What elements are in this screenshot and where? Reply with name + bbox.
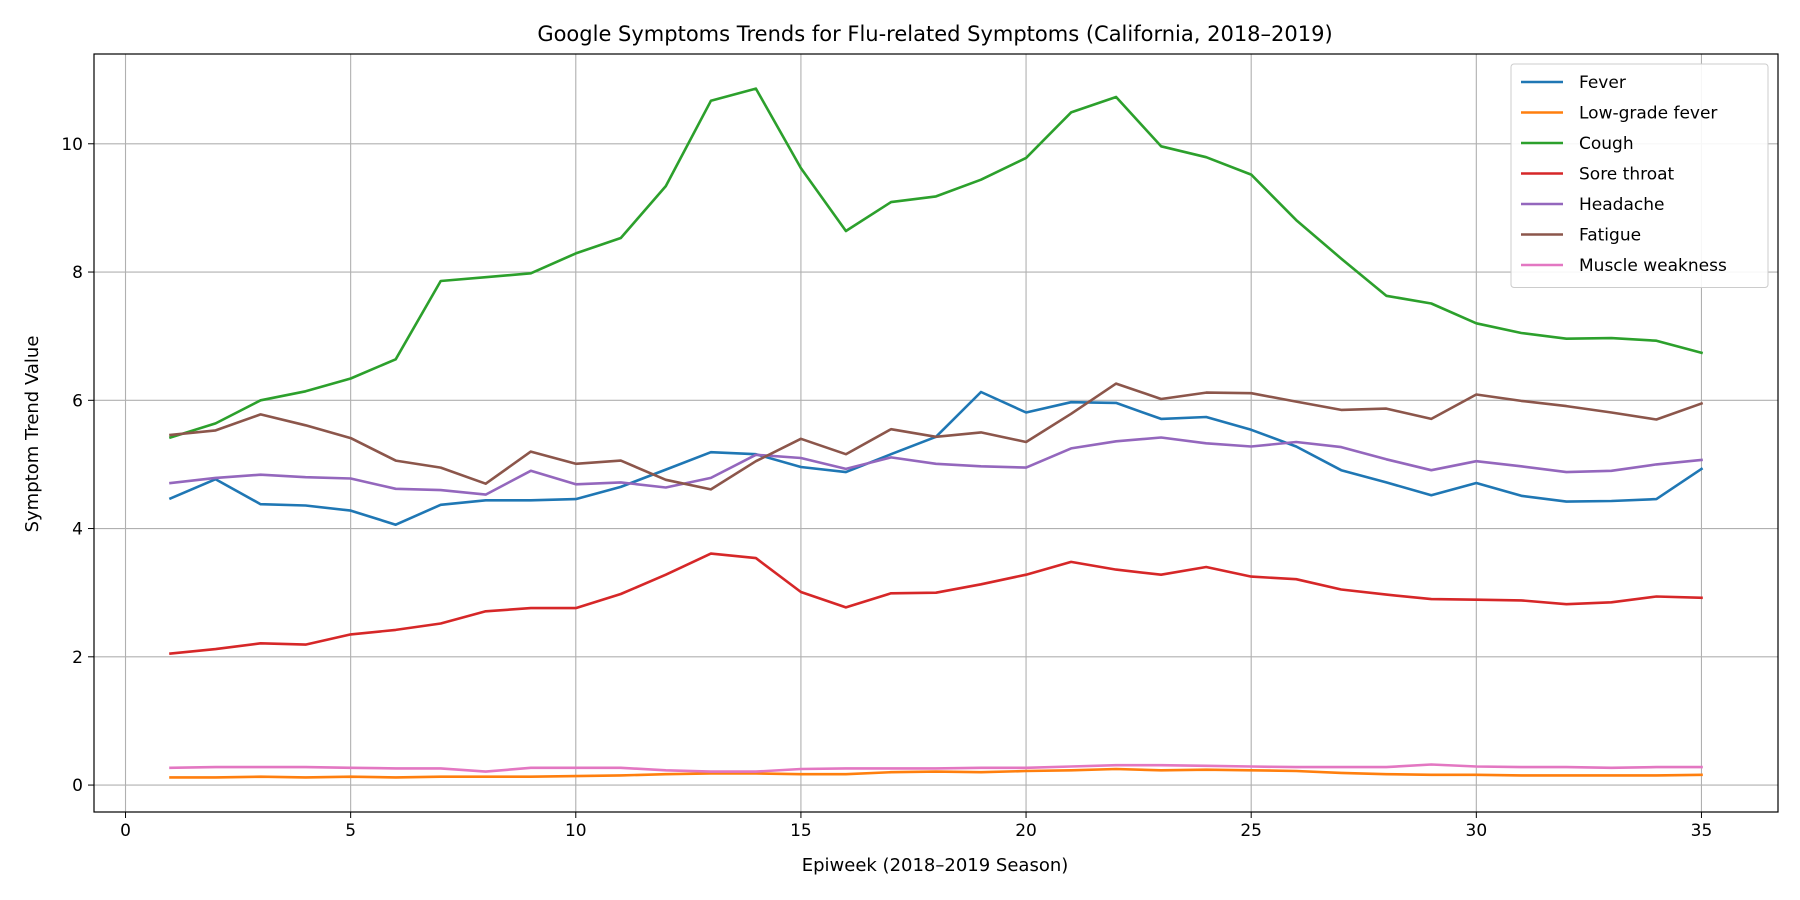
series-lines bbox=[168, 87, 1704, 779]
x-tick-label: 20 bbox=[1015, 821, 1037, 841]
series-line-fatigue bbox=[169, 382, 1704, 491]
plot-frame bbox=[93, 53, 1779, 813]
legend-label-low-grade-fever: Low-grade fever bbox=[1579, 104, 1717, 124]
series-line-headache bbox=[169, 436, 1703, 496]
x-tick-label: 0 bbox=[120, 821, 131, 841]
x-tick-label: 35 bbox=[1691, 821, 1713, 841]
x-tick-label: 25 bbox=[1240, 821, 1262, 841]
legend: Fever Low-grade fever Cough Sore throat Head… bbox=[1510, 63, 1769, 288]
x-axis-label: Epiweek (2018–2019 Season) bbox=[802, 855, 1069, 876]
legend-label-fever: Fever bbox=[1579, 73, 1626, 93]
legend-label-muscle-weakness: Muscle weakness bbox=[1579, 256, 1727, 276]
x-tick-label: 10 bbox=[565, 821, 587, 841]
chart-title: Google Symptoms Trends for Flu-related S… bbox=[537, 22, 1332, 46]
legend-box bbox=[1510, 63, 1769, 288]
axis-ticks: 0 5 10 15 20 25 30 35 0 2 4 6 8 10 bbox=[61, 135, 1712, 841]
y-tick-label: 8 bbox=[72, 263, 83, 283]
x-tick-label: 15 bbox=[790, 821, 812, 841]
y-axis-label: Symptom Trend Value bbox=[22, 336, 43, 533]
y-tick-label: 10 bbox=[61, 135, 83, 155]
legend-label-cough: Cough bbox=[1579, 134, 1634, 154]
series-line-low-grade-fever bbox=[169, 767, 1703, 779]
series-line-cough bbox=[168, 87, 1704, 440]
y-tick-label: 2 bbox=[72, 648, 83, 668]
legend-label-fatigue: Fatigue bbox=[1579, 226, 1641, 246]
series-line-muscle-weakness bbox=[169, 763, 1703, 773]
y-tick-label: 6 bbox=[72, 391, 83, 411]
y-tick-label: 0 bbox=[72, 776, 83, 796]
legend-label-sore-throat: Sore throat bbox=[1579, 165, 1675, 185]
x-tick-label: 30 bbox=[1466, 821, 1488, 841]
legend-label-headache: Headache bbox=[1579, 195, 1664, 215]
x-tick-label: 5 bbox=[345, 821, 356, 841]
series-line-sore-throat bbox=[169, 552, 1703, 656]
y-tick-label: 4 bbox=[72, 520, 83, 540]
